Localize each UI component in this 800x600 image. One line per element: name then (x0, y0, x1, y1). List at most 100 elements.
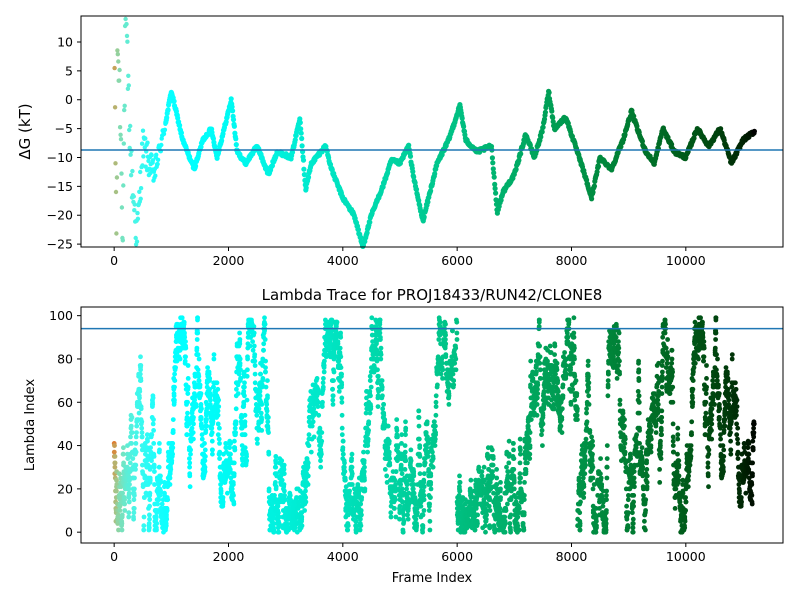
delta-g-panel: 0 2000 4000 6000 8000 10000 −25−20−15−10−5051… (16, 15, 784, 268)
delta-g-point-28 (125, 86, 131, 92)
lambda-point-2387 (424, 445, 430, 451)
lambda-point-296 (150, 421, 156, 427)
lambda-point-2796 (483, 516, 489, 522)
lambda-point-3551 (583, 462, 588, 468)
lambda-point-1634 (327, 345, 333, 351)
lambda-point-1551 (315, 391, 321, 396)
lambda-point-3065 (520, 521, 526, 526)
lambda-point-1184 (264, 402, 270, 407)
delta-g-y-tick-label-1: −20 (47, 208, 73, 223)
lambda-point-1050 (245, 356, 251, 362)
lambda-point-774 (210, 451, 215, 457)
delta-g-point-831 (492, 185, 498, 192)
lambda-point-562 (183, 354, 189, 360)
lambda-point-2069 (382, 417, 388, 422)
lambda-point-3535 (581, 495, 587, 500)
lambda-point-2962 (506, 460, 512, 466)
lambda-point-1552 (315, 386, 321, 392)
lambda-point-2049 (379, 378, 385, 383)
lambda-point-591 (187, 464, 193, 470)
lambda-point-152 (131, 497, 137, 503)
lambda-point-937 (231, 471, 237, 477)
lambda-point-973 (235, 391, 241, 396)
lambda-point-768 (209, 425, 215, 431)
lambda-point-305 (152, 469, 157, 474)
lambda-point-594 (187, 473, 193, 479)
lambda-point-1490 (305, 473, 311, 479)
delta-g-point-844 (498, 197, 504, 203)
lambda-point-2593 (454, 330, 460, 336)
lambda-point-113 (126, 486, 132, 492)
delta-g-point-116 (165, 107, 171, 113)
delta-g-point-67 (143, 164, 148, 169)
lambda-point-2459 (435, 382, 440, 388)
lambda-point-2449 (433, 432, 438, 438)
lambda-point-2999 (511, 480, 517, 485)
delta-g-point-254 (228, 96, 234, 102)
lambda-point-617 (191, 436, 196, 442)
lambda-point-2936 (502, 514, 508, 520)
lambda-point-67 (121, 445, 126, 451)
lambda-point-1731 (339, 399, 345, 405)
lambda-point-126 (127, 460, 133, 466)
delta-g-point-88 (153, 173, 158, 178)
lambda-point-723 (204, 417, 209, 422)
lambda-point-2179 (398, 482, 403, 487)
delta-g-point-958 (550, 119, 556, 125)
lambda-point-1553 (315, 399, 321, 405)
delta-g-point-532 (355, 227, 361, 233)
lambda-point-1688 (334, 324, 339, 329)
delta-g-point-145 (178, 130, 184, 136)
lambda-point-3131 (528, 358, 534, 364)
delta-g-point-188 (198, 144, 204, 150)
delta-g-point-256 (229, 104, 235, 110)
lambda-point-2051 (380, 393, 385, 399)
lambda-point-2310 (414, 523, 420, 529)
lambda-point-3333 (554, 360, 560, 366)
lambda-point-1966 (369, 315, 375, 321)
delta-g-point-107 (161, 131, 167, 137)
delta-g-point-26 (124, 33, 130, 39)
lambda-point-661 (196, 373, 202, 379)
delta-g-point-407 (298, 130, 304, 136)
delta-g-point-176 (193, 163, 199, 169)
lambda-point-3090 (523, 469, 529, 474)
lambda-point-2101 (387, 456, 392, 461)
lambda-point-3181 (535, 386, 540, 392)
lambda-point-352 (157, 447, 162, 453)
lambda-point-1550 (315, 404, 321, 409)
lambda-point-1275 (276, 510, 281, 516)
lambda-point-1445 (299, 523, 305, 529)
lambda-point-1396 (292, 525, 298, 531)
delta-g-point-883 (516, 157, 522, 163)
lambda-point-2314 (415, 510, 420, 516)
lambda-point-817 (215, 421, 221, 427)
lambda-point-1188 (264, 408, 270, 414)
lambda-point-2135 (392, 506, 397, 511)
lambda-point-3375 (559, 406, 565, 412)
lambda-point-1654 (330, 386, 335, 392)
lambda-point-2042 (378, 352, 384, 357)
lambda-point-563 (183, 345, 189, 351)
lambda-point-912 (228, 451, 233, 457)
lambda-point-1953 (367, 373, 373, 379)
delta-g-point-830 (492, 181, 498, 187)
delta-g-point-762 (461, 123, 467, 130)
lambda-point-717 (203, 428, 209, 433)
lambda-point-3553 (583, 436, 589, 442)
lambda-point-2093 (385, 423, 391, 429)
lambda-point-326 (154, 527, 159, 533)
delta-g-point-15 (119, 171, 124, 176)
delta-g-y-tick-label-5: 0 (65, 92, 73, 107)
lambda-point-2008 (374, 347, 380, 353)
lambda-point-3399 (563, 363, 569, 368)
lambda-point-1407 (294, 495, 299, 500)
delta-g-point-1266 (691, 135, 697, 141)
lambda-point-2050 (379, 384, 385, 390)
lambda-point-2910 (498, 495, 503, 500)
delta-g-point-34 (128, 152, 133, 157)
delta-g-point-93 (155, 161, 160, 167)
lambda-point-34 (116, 527, 121, 533)
lambda-point-3464 (572, 373, 578, 379)
lambda-point-54 (118, 484, 124, 490)
